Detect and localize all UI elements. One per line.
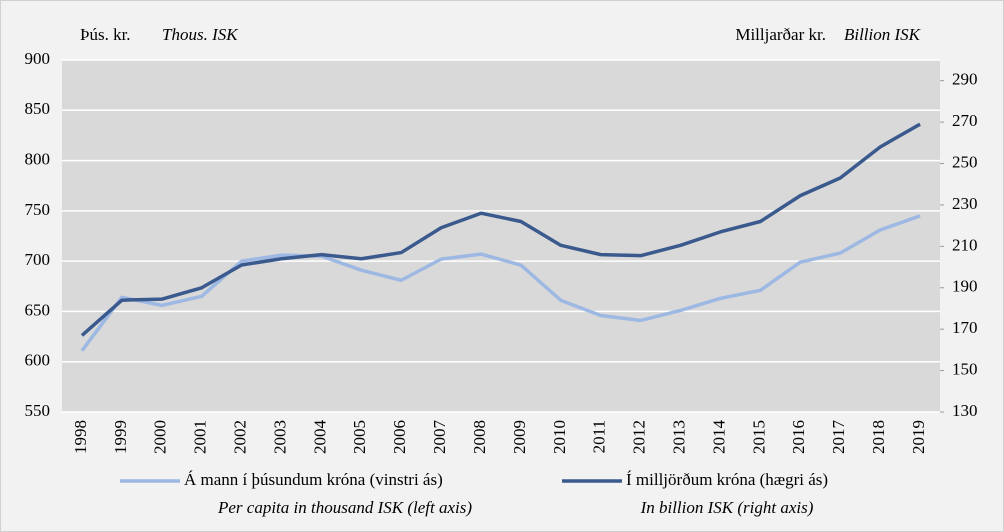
legend-label: Í milljörðum króna (hægri ás) [626,470,828,489]
legend-label-en: In billion ISK (right axis) [640,498,814,517]
y2-tick-label: 230 [952,194,978,213]
y-tick-label: 900 [25,49,51,68]
y2-tick-label: 130 [952,401,978,420]
x-tick-label: 1998 [71,420,90,454]
left-axis-label: Þús. kr. [80,25,131,44]
x-tick-label: 2012 [630,420,649,454]
y2-tick-label: 270 [952,111,978,130]
x-tick-label: 2018 [869,420,888,454]
series-line [80,122,921,337]
y-tick-label: 750 [25,200,51,219]
x-tick-label: 2017 [829,420,848,455]
series-line [80,214,921,352]
x-tick-label: 2000 [151,420,170,454]
y-tick-label: 650 [25,300,51,319]
y2-tick-label: 250 [952,152,978,171]
x-tick-label: 2014 [709,420,728,455]
y2-tick-label: 150 [952,359,978,378]
y-tick-label: 600 [25,351,51,370]
y-tick-label: 700 [25,250,51,269]
y-tick-label: 800 [25,149,51,168]
y2-tick-label: 290 [952,70,978,89]
y-tick-label: 850 [25,99,51,118]
x-tick-label: 2013 [669,420,688,454]
x-tick-label: 1999 [111,420,130,454]
y2-tick-label: 170 [952,318,978,337]
x-tick-label: 2015 [749,420,768,454]
legend-label-en: Per capita in thousand ISK (left axis) [217,498,472,517]
x-tick-label: 2002 [230,420,249,454]
left-axis-label-en: Thous. ISK [162,25,239,44]
x-tick-label: 2003 [270,420,289,454]
x-tick-label: 2005 [350,420,369,454]
x-tick-label: 2019 [909,420,928,454]
y2-tick-label: 210 [952,235,978,254]
x-tick-label: 2009 [510,420,529,454]
x-tick-label: 2001 [191,420,210,454]
right-axis-label-en: Billion ISK [844,25,922,44]
legend-label: Á mann í þúsundum króna (vinstri ás) [184,470,443,489]
x-tick-label: 2006 [390,420,409,454]
x-tick-label: 2011 [590,420,609,453]
x-tick-label: 2008 [470,420,489,454]
x-tick-label: 2016 [789,420,808,454]
right-axis-label: Milljarðar kr. [735,25,826,44]
plot-area [62,60,940,412]
x-tick-label: 2010 [550,420,569,454]
x-tick-label: 2007 [430,420,449,455]
y-tick-label: 550 [25,401,51,420]
x-tick-label: 2004 [310,420,329,455]
y2-tick-label: 190 [952,277,978,296]
